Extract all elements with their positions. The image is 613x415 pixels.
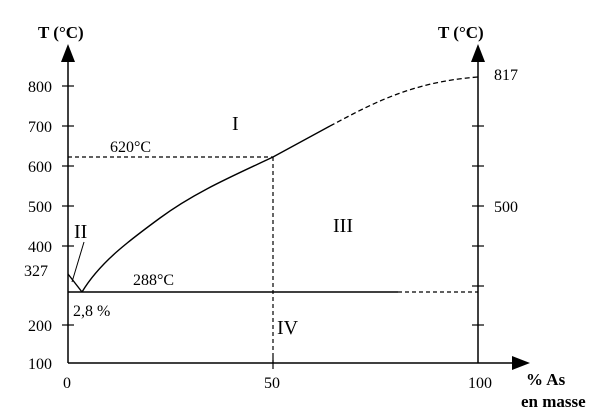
region-iii-label: III (333, 215, 353, 237)
x-tick-100: 100 (468, 375, 492, 392)
x-tick-50: 50 (264, 375, 280, 392)
region-ii-leader (71, 241, 85, 283)
left-tick-100: 100 (28, 356, 52, 373)
right-label-817: 817 (494, 67, 518, 84)
x-axis-title-line2: en masse (521, 392, 586, 411)
region-ii-label: II (74, 221, 87, 243)
liquidus-main-branch (81, 125, 331, 293)
right-axis-ticks (472, 125, 484, 326)
left-tick-800: 800 (28, 79, 52, 96)
left-axis-title: T (°C) (38, 23, 84, 42)
peritectic-temp-label: 620°C (110, 139, 151, 156)
left-tick-500: 500 (28, 199, 52, 216)
left-tick-400: 400 (28, 239, 52, 256)
right-label-500: 500 (494, 199, 518, 216)
left-tick-327: 327 (24, 263, 48, 280)
x-axis-title-line1: % As (526, 370, 566, 389)
eutectic-comp-label: 2,8 % (73, 303, 110, 320)
x-axis-arrow (512, 356, 530, 370)
region-i-label: I (232, 113, 239, 135)
left-axis-arrow (61, 44, 75, 62)
region-iv-label: IV (277, 317, 299, 339)
eutectic-temp-label: 288°C (133, 272, 174, 289)
liquidus-pb-branch (67, 273, 83, 293)
left-tick-700: 700 (28, 119, 52, 136)
left-tick-600: 600 (28, 159, 52, 176)
left-axis-ticks (62, 85, 74, 326)
right-axis-arrow (471, 44, 485, 62)
left-tick-200: 200 (28, 318, 52, 335)
right-axis-title: T (°C) (438, 23, 484, 42)
x-tick-0: 0 (63, 375, 71, 392)
liquidus-dashed-branch (329, 76, 479, 127)
